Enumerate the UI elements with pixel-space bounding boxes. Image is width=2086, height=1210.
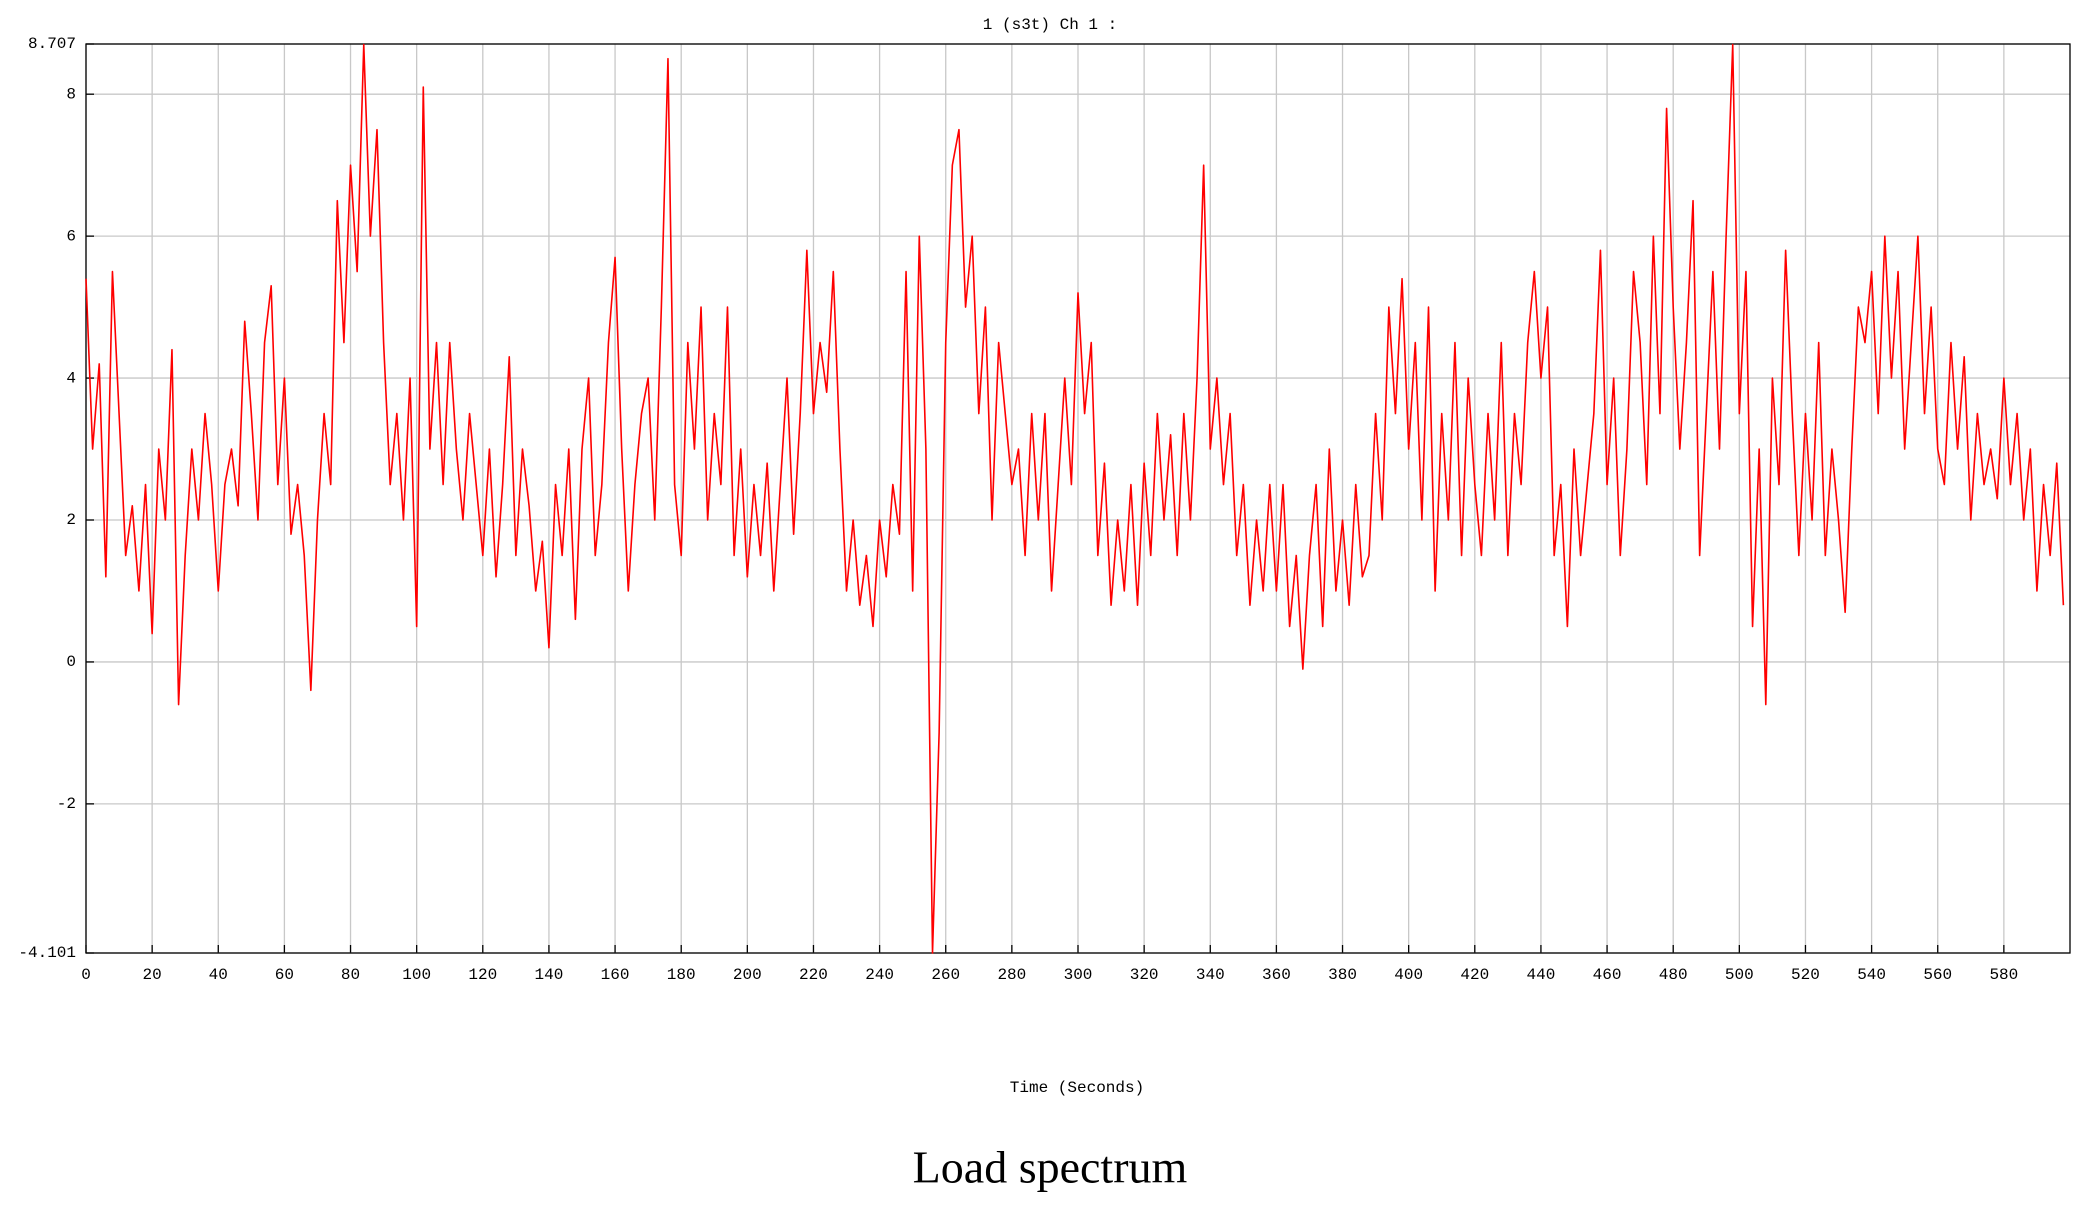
x-tick-label: 380 (1328, 966, 1357, 984)
x-tick-label: 180 (667, 966, 696, 984)
y-tick-label: 0 (66, 653, 76, 671)
x-tick-label: 340 (1196, 966, 1225, 984)
x-tick-label: 580 (1989, 966, 2018, 984)
x-tick-label: 300 (1064, 966, 1093, 984)
x-tick-label: 120 (468, 966, 497, 984)
y-tick-label: 2 (66, 511, 76, 529)
x-tick-label: 40 (209, 966, 228, 984)
x-tick-label: 460 (1593, 966, 1622, 984)
x-tick-label: 260 (931, 966, 960, 984)
x-tick-label: 0 (81, 966, 91, 984)
x-tick-label: 400 (1394, 966, 1423, 984)
x-tick-label: 420 (1460, 966, 1489, 984)
y-tick-label: 8.707 (28, 35, 76, 53)
x-tick-label: 20 (143, 966, 162, 984)
x-tick-label: 200 (733, 966, 762, 984)
x-tick-label: 500 (1725, 966, 1754, 984)
y-tick-label: 4 (66, 369, 76, 387)
x-tick-label: 140 (535, 966, 564, 984)
x-axis-label: Time (Seconds) (1010, 1079, 1144, 1097)
y-tick-label: 6 (66, 227, 76, 245)
x-tick-label: 280 (997, 966, 1026, 984)
y-tick-label: 8 (66, 85, 76, 103)
x-tick-label: 480 (1659, 966, 1688, 984)
x-tick-label: 440 (1527, 966, 1556, 984)
caption: Load spectrum (913, 1142, 1188, 1193)
x-tick-label: 520 (1791, 966, 1820, 984)
x-tick-label: 540 (1857, 966, 1886, 984)
x-tick-label: 240 (865, 966, 894, 984)
plot-frame (85, 43, 2071, 954)
chart-title: 1 (s3t) Ch 1 : (983, 16, 1117, 34)
x-tick-label: 360 (1262, 966, 1291, 984)
y-tick-label: -2 (57, 795, 76, 813)
x-tick-label: 160 (601, 966, 630, 984)
x-tick-label: 320 (1130, 966, 1159, 984)
signal-line (85, 43, 2065, 954)
x-tick-label: 80 (341, 966, 360, 984)
x-tick-label: 60 (275, 966, 294, 984)
y-tick-label: -4.101 (18, 944, 76, 962)
x-tick-label: 560 (1923, 966, 1952, 984)
x-tick-label: 100 (402, 966, 431, 984)
x-tick-label: 220 (799, 966, 828, 984)
